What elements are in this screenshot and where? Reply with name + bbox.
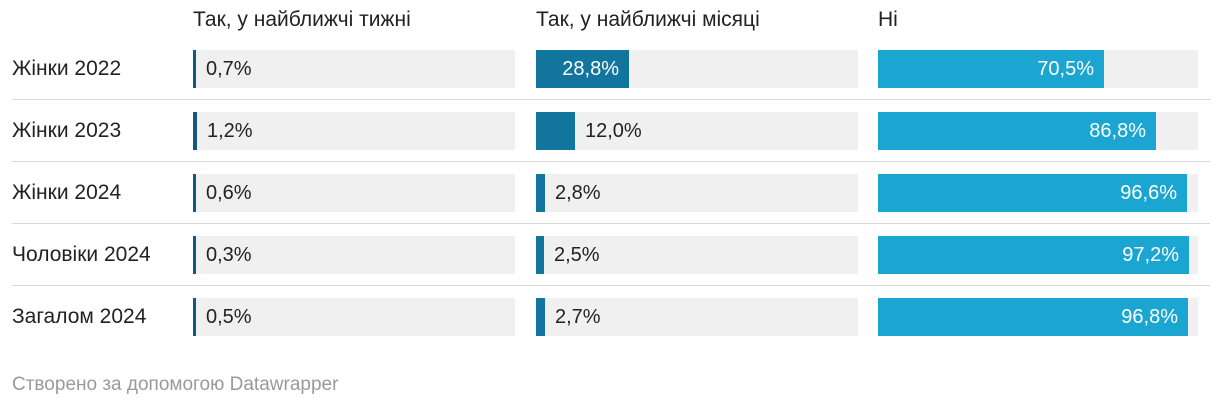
row-divider [12,285,1210,286]
bar-3-4 [878,236,1189,274]
value-label-2-1: 28,8% [562,58,619,80]
row-divider [12,223,1210,224]
bar-track: 28,8% [536,50,858,88]
bar-track: 0,7% [193,50,515,88]
row-label-2: Жінки 2023 [12,119,122,142]
value-label-1-1: 0,7% [206,58,252,80]
bar-3-2 [878,112,1156,150]
column-header-3: Ні [878,8,898,31]
bar-2-3 [536,174,545,212]
bar-3-1 [878,50,1104,88]
bar-2-4 [536,236,544,274]
value-label-1-3: 0,6% [206,182,252,204]
value-label-3-5: 96,8% [1121,306,1178,328]
row-label-5: Загалом 2024 [12,305,147,328]
bar-track: 12,0% [536,112,858,150]
bar-track: 1,2% [193,112,515,150]
bar-track: 2,5% [536,236,858,274]
bar-track: 96,6% [878,174,1198,212]
bar-track: 70,5% [878,50,1198,88]
column-header-2: Так, у найближчі місяці [536,8,760,31]
value-label-3-4: 97,2% [1122,244,1179,266]
bar-1-3 [193,174,196,212]
row-label-3: Жінки 2024 [12,181,122,204]
bar-track: 86,8% [878,112,1198,150]
value-label-3-3: 96,6% [1120,182,1177,204]
bar-track: 2,8% [536,174,858,212]
bar-track: 0,6% [193,174,515,212]
bar-track: 2,7% [536,298,858,336]
bar-1-1 [193,50,196,88]
bar-2-2 [536,112,575,150]
row-label-1: Жінки 2022 [12,57,122,80]
bar-track: 96,8% [878,298,1198,336]
value-label-2-3: 2,8% [555,182,601,204]
datawrapper-credit: Створено за допомогою Datawrapper [12,374,339,395]
bar-1-2 [193,112,197,150]
bar-1-5 [193,298,196,336]
bar-3-5 [878,298,1188,336]
value-label-3-1: 70,5% [1037,58,1094,80]
bar-2-5 [536,298,545,336]
row-divider [12,99,1210,100]
value-label-2-5: 2,7% [555,306,601,328]
bar-track: 97,2% [878,236,1198,274]
row-label-4: Чоловіки 2024 [12,243,151,266]
bar-1-4 [193,236,196,274]
bar-3-3 [878,174,1187,212]
value-label-3-2: 86,8% [1089,120,1146,142]
value-label-2-2: 12,0% [585,120,642,142]
value-label-2-4: 2,5% [554,244,600,266]
row-divider [12,161,1210,162]
bar-2-1 [536,50,629,88]
value-label-1-5: 0,5% [206,306,252,328]
value-label-1-2: 1,2% [207,120,253,142]
bar-track: 0,5% [193,298,515,336]
column-header-1: Так, у найближчі тижні [193,8,411,31]
bar-track: 0,3% [193,236,515,274]
value-label-1-4: 0,3% [206,244,252,266]
